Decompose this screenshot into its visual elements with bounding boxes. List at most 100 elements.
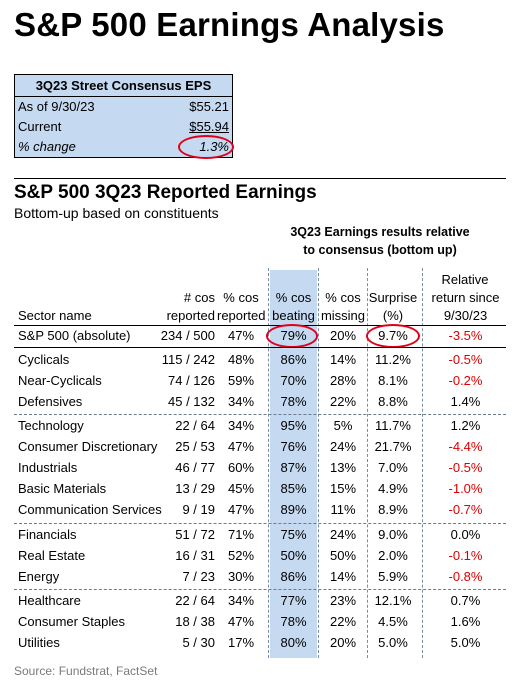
header-relative-2: return since (431, 290, 500, 305)
group-rule (14, 414, 506, 415)
pct-beating: 95% (280, 418, 307, 433)
pct-missing: 14% (329, 352, 357, 367)
relative-return: -3.5% (448, 328, 483, 343)
relative-return: 1.6% (450, 614, 481, 629)
cos-reported: 7 / 23 (182, 569, 215, 584)
pct-reported: 71% (227, 527, 255, 542)
table-title: S&P 500 3Q23 Reported Earnings (14, 182, 317, 203)
sector-name: Healthcare (18, 593, 81, 608)
pct-missing: 22% (329, 394, 357, 409)
pct-reported: 34% (227, 394, 255, 409)
cos-reported: 22 / 64 (175, 418, 215, 433)
pct-reported: 52% (227, 548, 255, 563)
eps-value: $55.94 (189, 119, 229, 134)
pct-missing: 20% (329, 328, 357, 343)
table-row: Utilities 5 / 30 17% 80% 20% 5.0% 5.0% (0, 633, 519, 653)
sector-name: Consumer Discretionary (18, 439, 158, 454)
sector-name: Cyclicals (18, 352, 70, 367)
table-row: Basic Materials 13 / 29 45% 85% 15% 4.9%… (0, 479, 519, 499)
highlight-circle-surprise (366, 324, 420, 348)
table-row: Technology 22 / 64 34% 95% 5% 11.7% 1.2% (0, 416, 519, 436)
table-row: Defensives 45 / 132 34% 78% 22% 8.8% 1.4… (0, 392, 519, 412)
pct-missing: 15% (329, 481, 357, 496)
pct-beating: 78% (280, 394, 307, 409)
pct-missing: 23% (329, 593, 357, 608)
relative-return: -0.5% (448, 352, 483, 367)
pct-reported: 48% (227, 352, 255, 367)
eps-row-as-of: As of 9/30/23 $55.21 (18, 97, 229, 117)
pct-reported: 45% (227, 481, 255, 496)
header-surprise-2: (%) (382, 308, 404, 323)
cos-reported: 115 / 242 (161, 352, 215, 367)
pct-reported: 47% (227, 614, 255, 629)
header-relative-1: Relative (441, 272, 489, 287)
sector-name: Defensives (18, 394, 83, 409)
column-divider (367, 268, 368, 658)
relative-return: -0.8% (448, 569, 483, 584)
pct-reported: 47% (227, 502, 255, 517)
header-missing-2: missing (320, 308, 366, 323)
table-subtitle: Bottom-up based on constituents (14, 205, 219, 221)
cos-reported: 22 / 64 (175, 593, 215, 608)
pct-missing: 24% (329, 527, 357, 542)
surprise-pct: 11.7% (375, 418, 411, 433)
table-row: Communication Services 9 / 19 47% 89% 11… (0, 500, 519, 520)
pct-reported: 30% (227, 569, 255, 584)
header-beating-1: % cos (275, 290, 312, 305)
eps-label: Current (18, 119, 62, 134)
pct-missing: 22% (329, 614, 357, 629)
surprise-pct: 4.9% (378, 481, 408, 496)
surprise-pct: 7.0% (378, 460, 408, 475)
pct-beating: 78% (280, 614, 307, 629)
table-row: Industrials 46 / 77 60% 87% 13% 7.0% -0.… (0, 458, 519, 478)
pct-beating: 77% (280, 593, 307, 608)
surprise-pct: 8.8% (378, 394, 408, 409)
eps-row-current: Current $55.94 (18, 117, 229, 137)
eps-box-header: 3Q23 Street Consensus EPS (15, 75, 232, 97)
pct-reported: 60% (227, 460, 255, 475)
sector-name: Industrials (18, 460, 78, 475)
highlight-circle-beating (266, 324, 318, 348)
eps-value: $55.21 (189, 99, 229, 114)
surprise-pct: 5.0% (378, 635, 408, 650)
sector-name: S&P 500 (absolute) (18, 328, 131, 343)
cos-reported: 13 / 29 (175, 481, 215, 496)
pct-beating: 85% (280, 481, 307, 496)
page-title: S&P 500 Earnings Analysis (14, 6, 445, 43)
sector-name: Real Estate (18, 548, 86, 563)
pct-reported: 34% (227, 593, 255, 608)
pct-missing: 20% (329, 635, 357, 650)
sector-name: Technology (18, 418, 84, 433)
relative-return: 0.7% (450, 593, 481, 608)
pct-missing: 50% (329, 548, 357, 563)
row-rule (14, 347, 506, 348)
table-row: Real Estate 16 / 31 52% 50% 50% 2.0% -0.… (0, 546, 519, 566)
relative-return: -0.7% (448, 502, 483, 517)
cos-reported: 16 / 31 (175, 548, 215, 563)
pct-missing: 28% (329, 373, 357, 388)
surprise-pct: 9.0% (378, 527, 408, 542)
header-reported-2: reported (166, 308, 215, 323)
relative-return: 5.0% (450, 635, 481, 650)
surprise-pct: 11.2% (375, 352, 411, 367)
sector-name: Financials (18, 527, 77, 542)
relative-return: -0.5% (448, 460, 483, 475)
section-divider (14, 178, 506, 179)
column-divider (422, 268, 423, 658)
group-rule (14, 523, 506, 524)
sector-name: Energy (18, 569, 60, 584)
cos-reported: 234 / 500 (160, 328, 215, 343)
table-row: Financials 51 / 72 71% 75% 24% 9.0% 0.0% (0, 525, 519, 545)
table-row: Cyclicals 115 / 242 48% 86% 14% 11.2% -0… (0, 350, 519, 370)
sector-name: Utilities (18, 635, 60, 650)
surprise-pct: 2.0% (378, 548, 408, 563)
group-rule (14, 589, 506, 590)
relative-return: 1.2% (450, 418, 481, 433)
column-divider (318, 268, 319, 658)
table-row: Near-Cyclicals 74 / 126 59% 70% 28% 8.1%… (0, 371, 519, 391)
header-missing-1: % cos (325, 290, 361, 305)
cos-reported: 25 / 53 (175, 439, 215, 454)
pct-missing: 5% (333, 418, 353, 433)
pct-beating: 86% (280, 352, 307, 367)
sector-name: Consumer Staples (18, 614, 125, 629)
